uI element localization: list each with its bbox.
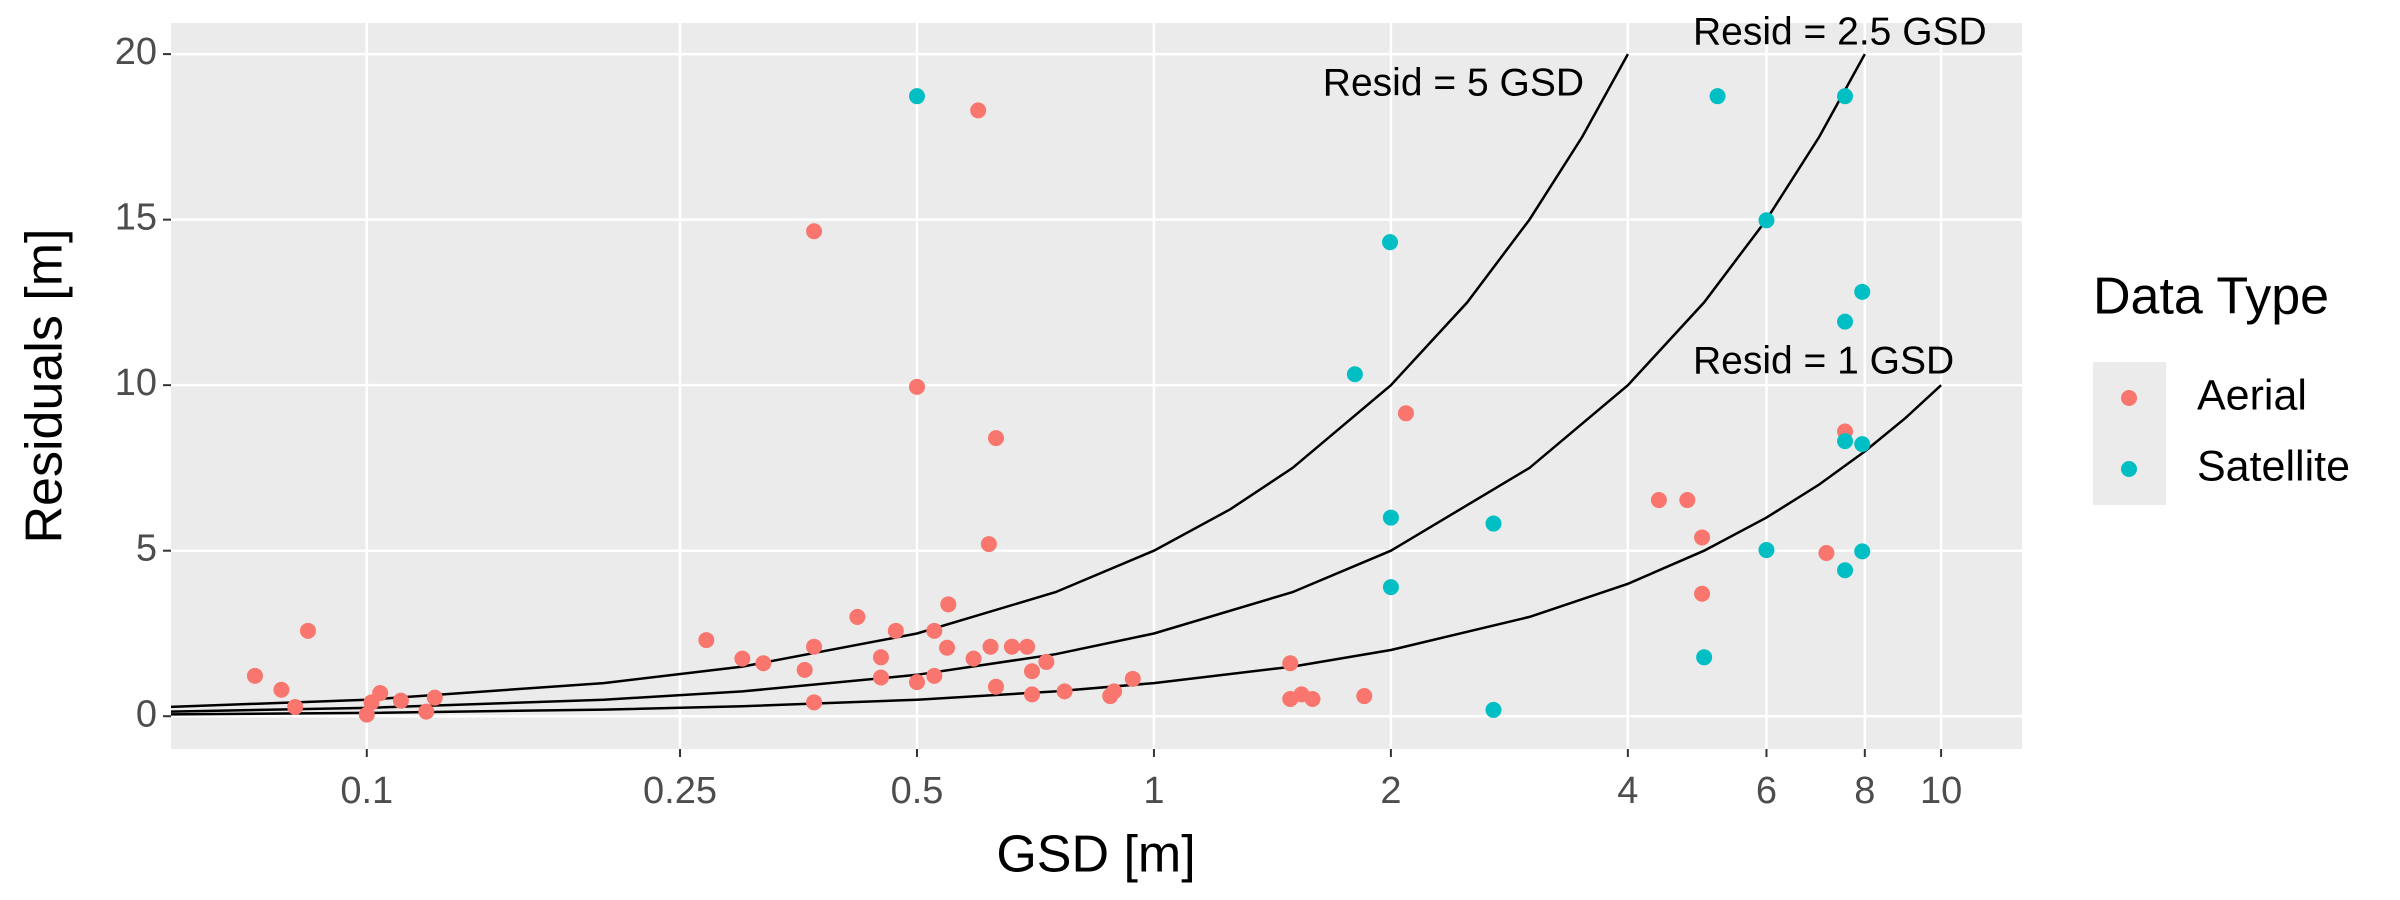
x-tick-label: 1 (1143, 770, 1164, 812)
point (698, 632, 715, 649)
legend-marker (2121, 390, 2137, 406)
annotation: Resid = 1 GSD (1693, 339, 1954, 382)
point (1818, 545, 1835, 562)
point (273, 681, 290, 698)
point (1304, 691, 1321, 708)
point (926, 622, 943, 639)
point (372, 685, 389, 702)
point (965, 650, 982, 667)
point (426, 689, 443, 706)
point (1854, 436, 1871, 453)
point (1837, 88, 1854, 105)
x-tick-label: 6 (1756, 770, 1777, 812)
point (1650, 492, 1667, 509)
point (926, 667, 943, 684)
point (246, 667, 263, 684)
point (982, 638, 999, 655)
point (1106, 683, 1123, 700)
point (1837, 433, 1854, 450)
point (987, 430, 1004, 447)
annotation: Resid = 2.5 GSD (1693, 10, 1987, 53)
point (1038, 653, 1055, 670)
point (1694, 529, 1711, 546)
legend-label: Aerial (2197, 371, 2307, 419)
y-tick-label: 0 (136, 693, 157, 735)
legend-title: Data Type (2093, 268, 2329, 326)
point (1854, 543, 1871, 560)
y-tick-label: 15 (115, 197, 157, 239)
point (872, 669, 889, 686)
annotation: Resid = 5 GSD (1323, 61, 1584, 104)
point (1124, 670, 1141, 687)
point (872, 649, 889, 666)
point (1382, 509, 1399, 526)
point (1382, 579, 1399, 596)
point (849, 608, 866, 625)
point (1854, 283, 1871, 300)
x-tick-label: 0.5 (891, 770, 944, 812)
x-tick-label: 2 (1380, 770, 1401, 812)
x-axis-title: GSD [m] (996, 826, 1195, 884)
point (418, 703, 435, 720)
point (1382, 234, 1399, 251)
point (1019, 638, 1036, 655)
point (1282, 655, 1299, 672)
legend-marker (2121, 461, 2137, 477)
point (1679, 492, 1696, 509)
point (1696, 649, 1713, 666)
point (1024, 663, 1041, 680)
point (1346, 366, 1363, 383)
point (908, 88, 925, 105)
y-axis-title: Residuals [m] (16, 229, 74, 544)
point (1709, 88, 1726, 105)
point (908, 674, 925, 691)
point (755, 655, 772, 672)
point (806, 223, 823, 240)
point (299, 622, 316, 639)
point (358, 706, 375, 723)
point (939, 639, 956, 656)
point (887, 622, 904, 639)
point (1837, 313, 1854, 330)
point (940, 596, 957, 613)
point (734, 650, 751, 667)
point (392, 692, 409, 709)
reference-line (170, 53, 1629, 709)
point (806, 694, 823, 711)
point (1485, 701, 1502, 718)
x-tick-label: 0.1 (340, 770, 393, 812)
x-tick-label: 4 (1617, 770, 1638, 812)
point (987, 678, 1004, 695)
point (806, 638, 823, 655)
point (1485, 515, 1502, 532)
point (1694, 585, 1711, 602)
x-tick-label: 10 (1920, 770, 1962, 812)
point (1356, 688, 1373, 705)
legend-label: Satellite (2197, 442, 2350, 490)
x-tick-label: 0.25 (643, 770, 717, 812)
x-tick-label: 8 (1854, 770, 1875, 812)
point (1758, 212, 1775, 229)
point (287, 698, 304, 715)
point (980, 536, 997, 553)
reference-line (170, 384, 1942, 716)
point (1003, 638, 1020, 655)
point (1024, 686, 1041, 703)
y-tick-label: 20 (115, 31, 157, 73)
y-tick-label: 10 (115, 362, 157, 404)
reference-line (170, 53, 1866, 713)
point (908, 378, 925, 395)
point (1397, 405, 1414, 422)
y-tick-label: 5 (136, 528, 157, 570)
point (1758, 542, 1775, 559)
point (1056, 683, 1073, 700)
point (970, 102, 987, 119)
point (796, 661, 813, 678)
point (1837, 562, 1854, 579)
